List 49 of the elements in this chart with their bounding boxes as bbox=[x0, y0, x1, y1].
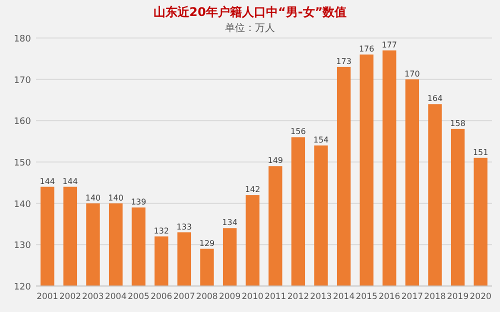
data-label: 173 bbox=[336, 56, 352, 66]
x-tick-label: 2011 bbox=[264, 292, 286, 302]
x-tick-label: 2014 bbox=[332, 292, 355, 302]
y-tick-label: 120 bbox=[14, 282, 32, 292]
data-label: 129 bbox=[199, 238, 215, 248]
x-tick-label: 2003 bbox=[82, 292, 104, 302]
chart-subtitle: 单位：万人 bbox=[225, 22, 275, 34]
y-tick-label: 170 bbox=[14, 76, 32, 86]
y-tick-label: 140 bbox=[14, 200, 32, 210]
data-label: 142 bbox=[244, 185, 260, 194]
x-tick-label: 2006 bbox=[150, 292, 172, 302]
chart-title: 山东近20年户籍人口中“男-女”数值 bbox=[153, 5, 347, 19]
data-label: 139 bbox=[130, 197, 146, 206]
data-label: 154 bbox=[313, 135, 329, 144]
data-label: 140 bbox=[108, 193, 124, 202]
x-tick-label: 2009 bbox=[218, 292, 241, 302]
x-tick-label: 2015 bbox=[356, 292, 378, 302]
data-label: 132 bbox=[154, 226, 170, 236]
data-label: 164 bbox=[427, 94, 443, 104]
data-label: 151 bbox=[472, 148, 488, 157]
data-label: 133 bbox=[176, 222, 192, 232]
x-tick-label: 2010 bbox=[242, 292, 264, 302]
x-tick-label: 2017 bbox=[401, 292, 424, 302]
data-label: 177 bbox=[382, 40, 398, 50]
x-tick-label: 2019 bbox=[446, 292, 469, 302]
x-tick-label: 2013 bbox=[310, 292, 332, 302]
y-tick-label: 160 bbox=[14, 117, 32, 128]
x-tick-label: 2018 bbox=[424, 292, 446, 302]
y-tick-label: 180 bbox=[14, 34, 32, 44]
data-label: 156 bbox=[290, 127, 306, 136]
x-tick-label: 2002 bbox=[59, 292, 82, 302]
x-tick-label: 2016 bbox=[378, 292, 400, 302]
data-label: 144 bbox=[40, 176, 56, 186]
data-label: 170 bbox=[404, 69, 420, 78]
x-tick-label: 2004 bbox=[104, 292, 127, 302]
data-label: 176 bbox=[358, 44, 374, 54]
data-label: 158 bbox=[450, 118, 466, 128]
data-label: 140 bbox=[85, 193, 101, 202]
x-tick-label: 2020 bbox=[470, 292, 492, 302]
x-tick-label: 2005 bbox=[128, 292, 150, 302]
x-tick-label: 2008 bbox=[196, 292, 218, 302]
y-tick-label: 130 bbox=[14, 241, 32, 252]
data-label: 144 bbox=[62, 176, 78, 186]
data-label: 149 bbox=[268, 156, 284, 166]
y-tick-label: 150 bbox=[14, 158, 32, 168]
x-tick-label: 2007 bbox=[173, 292, 196, 302]
data-label: 134 bbox=[222, 218, 238, 228]
x-tick-label: 2001 bbox=[36, 292, 58, 302]
x-tick-label: 2012 bbox=[287, 292, 310, 302]
